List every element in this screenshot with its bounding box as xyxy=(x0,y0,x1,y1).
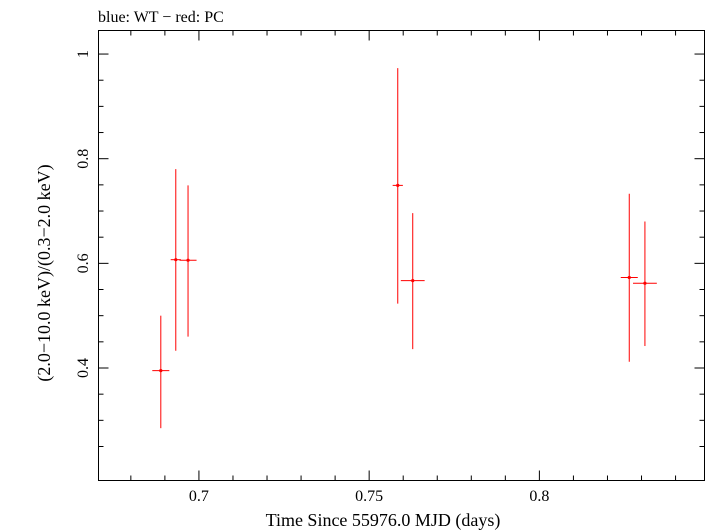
point-marker xyxy=(186,258,190,262)
point-marker xyxy=(174,258,178,262)
y-tick-label: 1 xyxy=(75,50,92,58)
x-tick-label: 0.7 xyxy=(189,488,209,505)
data-point xyxy=(633,221,657,347)
point-marker xyxy=(411,279,415,283)
y-tick-label: 0.4 xyxy=(75,358,92,378)
data-point xyxy=(620,193,638,362)
x-axis-label: Time Since 55976.0 MJD (days) xyxy=(266,510,501,531)
plot-area xyxy=(98,30,705,481)
point-marker xyxy=(396,183,400,187)
data-point xyxy=(179,185,197,337)
x-tick-label: 0.8 xyxy=(529,488,549,505)
y-axis-label: (2.0−10.0 keV)/(0.3−2.0 keV) xyxy=(34,164,55,381)
point-marker xyxy=(627,275,631,280)
data-point xyxy=(400,213,425,350)
data-points xyxy=(152,68,657,429)
x-tick-label: 0.75 xyxy=(355,488,383,505)
y-tick-label: 0.8 xyxy=(75,149,92,169)
data-point xyxy=(170,169,181,351)
data-point xyxy=(152,315,170,429)
data-point xyxy=(392,68,403,304)
chart-title: blue: WT − red: PC xyxy=(98,9,224,26)
point-marker xyxy=(643,281,647,285)
y-tick-label: 0.6 xyxy=(75,253,92,273)
axis-ticks: 0.7 0.75 0.8 0.4 0.6 0.8 1 xyxy=(75,30,705,505)
point-marker xyxy=(159,369,163,373)
